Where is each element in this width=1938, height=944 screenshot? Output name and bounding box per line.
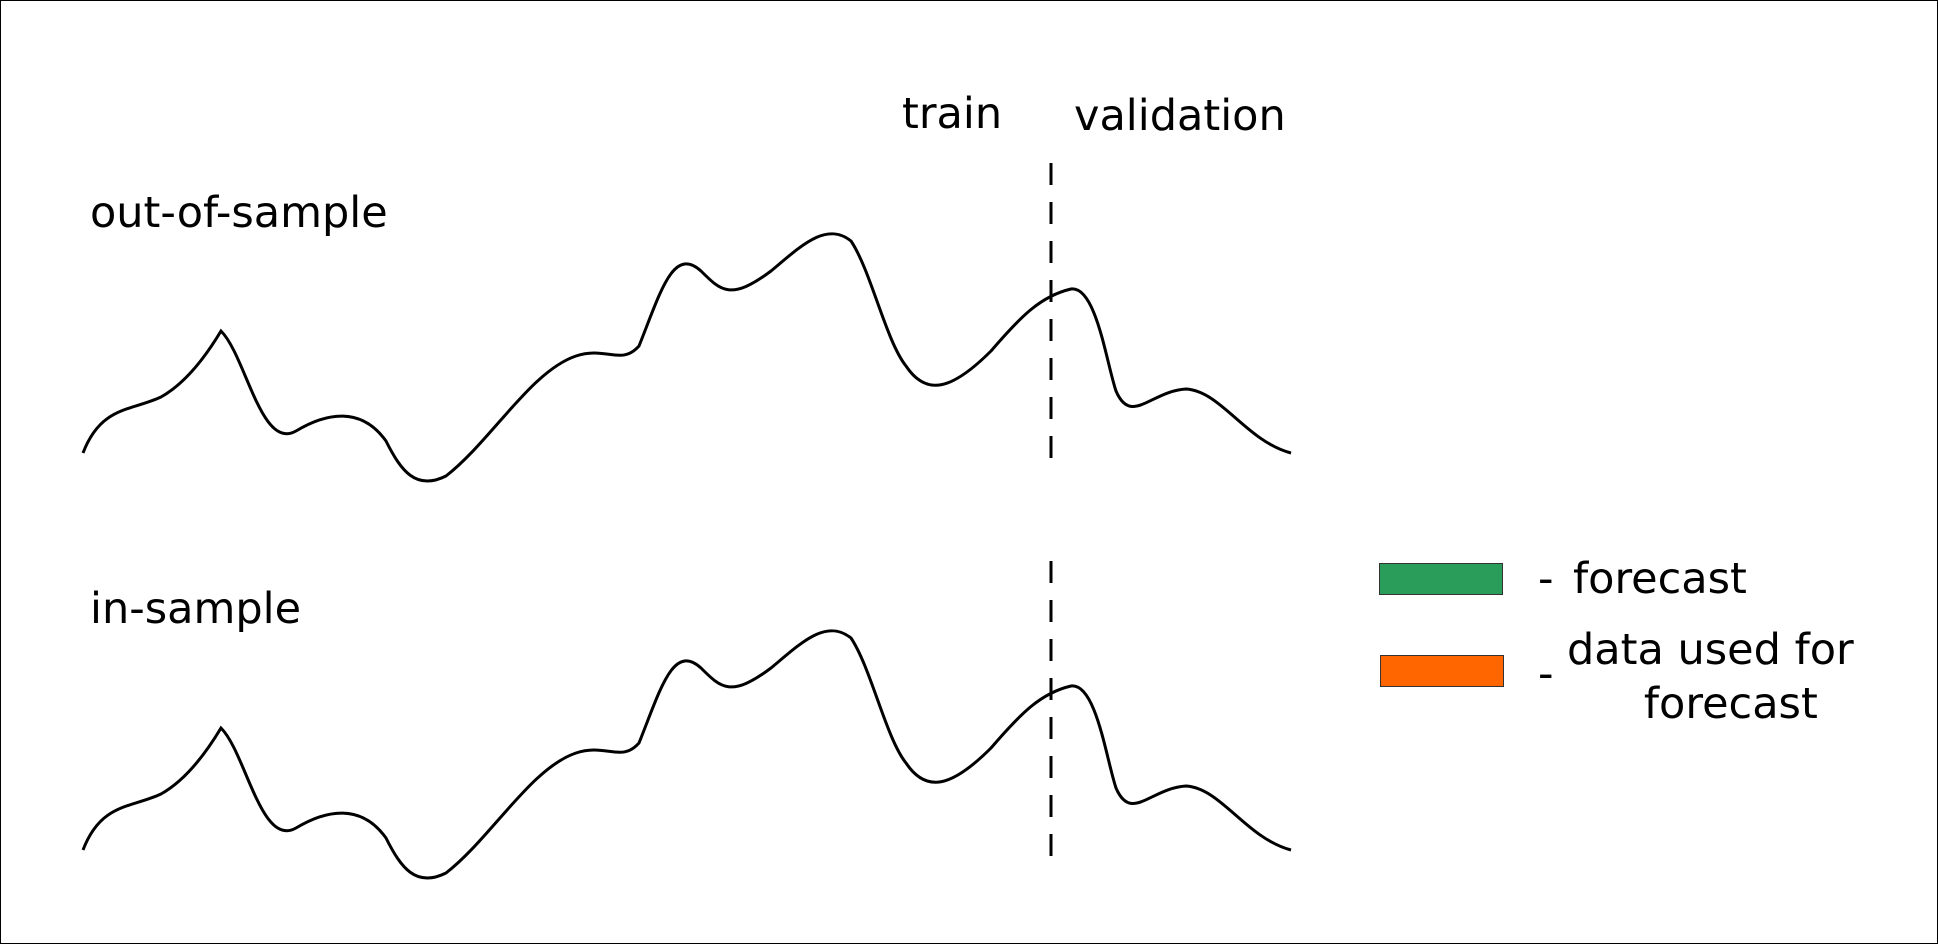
out-of-sample-series-line xyxy=(81,232,1292,483)
validation-label: validation xyxy=(1074,91,1286,141)
forecast-legend-swatch xyxy=(1379,563,1503,595)
data-used-legend-dash: - xyxy=(1538,649,1554,699)
data-used-legend-label: data used for forecast xyxy=(1567,625,1854,729)
forecast-legend-label: forecast xyxy=(1573,554,1747,604)
forecast-legend-dash: - xyxy=(1538,554,1554,604)
in-sample-series-line xyxy=(81,629,1292,880)
in-sample-label: in-sample xyxy=(90,584,302,634)
train-label: train xyxy=(902,89,1003,139)
out-of-sample-label: out-of-sample xyxy=(90,188,388,238)
data-used-legend-swatch xyxy=(1380,655,1504,687)
